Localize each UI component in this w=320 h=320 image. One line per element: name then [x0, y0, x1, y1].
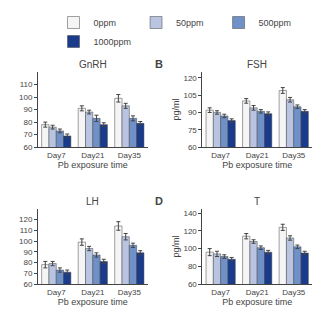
- svg-text:140: 140: [183, 209, 197, 218]
- svg-text:80: 80: [23, 258, 32, 267]
- svg-text:Day35: Day35: [118, 288, 142, 297]
- svg-text:90: 90: [23, 248, 32, 257]
- svg-text:500ppm: 500ppm: [259, 18, 292, 28]
- svg-text:110: 110: [20, 226, 33, 235]
- svg-text:75: 75: [188, 126, 197, 135]
- svg-text:50ppm: 50ppm: [176, 18, 204, 28]
- svg-text:60: 60: [188, 280, 197, 289]
- svg-text:70: 70: [23, 269, 32, 278]
- svg-text:70: 70: [23, 130, 32, 139]
- svg-text:FSH: FSH: [247, 59, 267, 70]
- svg-text:110: 110: [20, 80, 33, 89]
- svg-text:0ppm: 0ppm: [94, 18, 117, 28]
- svg-text:LH: LH: [86, 196, 99, 207]
- svg-text:80: 80: [23, 118, 32, 127]
- svg-text:Day21: Day21: [81, 288, 105, 297]
- svg-text:80: 80: [188, 262, 197, 271]
- svg-text:120: 120: [183, 74, 197, 83]
- svg-text:T: T: [254, 196, 260, 207]
- svg-text:Day21: Day21: [246, 288, 270, 297]
- svg-text:Day21: Day21: [81, 151, 105, 160]
- svg-text:1000ppm: 1000ppm: [94, 37, 132, 47]
- svg-text:60: 60: [23, 143, 32, 152]
- svg-text:Day7: Day7: [47, 151, 66, 160]
- svg-text:D: D: [155, 195, 163, 207]
- svg-text:90: 90: [188, 108, 197, 117]
- svg-text:pg/ml: pg/ml: [171, 235, 181, 257]
- svg-text:Day7: Day7: [47, 288, 66, 297]
- svg-text:Day35: Day35: [282, 151, 306, 160]
- svg-text:Pb exposure time: Pb exposure time: [222, 297, 292, 307]
- svg-text:60: 60: [23, 280, 32, 289]
- svg-text:105: 105: [183, 91, 197, 100]
- svg-text:60: 60: [188, 143, 197, 152]
- svg-text:Day35: Day35: [282, 288, 306, 297]
- svg-text:Day7: Day7: [211, 151, 230, 160]
- svg-text:120: 120: [183, 227, 197, 236]
- svg-text:100: 100: [183, 244, 197, 253]
- svg-text:Pb exposure time: Pb exposure time: [222, 160, 292, 170]
- svg-text:Pb exposure time: Pb exposure time: [58, 297, 128, 307]
- svg-text:Day35: Day35: [118, 151, 142, 160]
- svg-text:100: 100: [19, 237, 33, 246]
- svg-text:100: 100: [19, 93, 33, 102]
- svg-text:120: 120: [19, 215, 33, 224]
- svg-text:GnRH: GnRH: [79, 59, 107, 70]
- svg-text:Day7: Day7: [211, 288, 230, 297]
- svg-text:90: 90: [23, 105, 32, 114]
- svg-text:Pb exposure time: Pb exposure time: [58, 160, 128, 170]
- svg-text:Day21: Day21: [246, 151, 270, 160]
- svg-text:pg/ml: pg/ml: [171, 99, 181, 121]
- svg-text:B: B: [155, 58, 163, 70]
